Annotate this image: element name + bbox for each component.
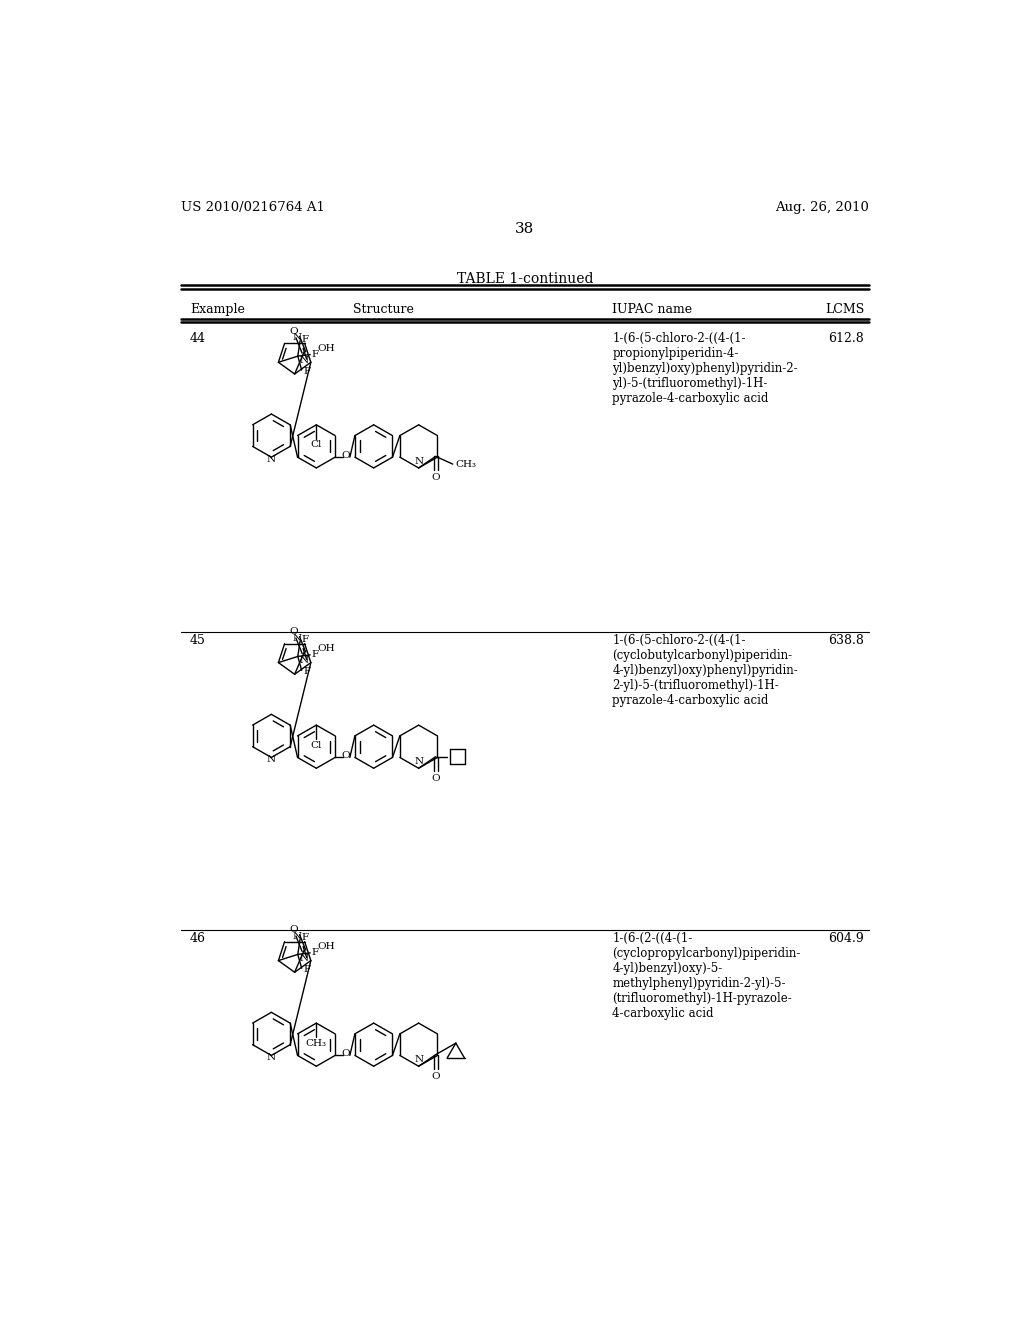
- Text: O: O: [290, 925, 298, 933]
- Text: O: O: [342, 1049, 350, 1059]
- Text: F: F: [302, 933, 309, 942]
- Text: O: O: [342, 451, 350, 461]
- Text: F: F: [303, 367, 310, 376]
- Text: O: O: [431, 774, 440, 783]
- Text: 604.9: 604.9: [828, 932, 864, 945]
- Text: F: F: [302, 335, 309, 343]
- Text: N: N: [267, 1053, 275, 1063]
- Text: Aug. 26, 2010: Aug. 26, 2010: [775, 201, 869, 214]
- Text: OH: OH: [317, 942, 336, 952]
- Text: N: N: [300, 355, 309, 364]
- Text: N: N: [267, 455, 275, 463]
- Text: N: N: [293, 634, 302, 643]
- Text: F: F: [303, 668, 310, 676]
- Text: OH: OH: [317, 644, 336, 653]
- Text: N: N: [293, 932, 302, 941]
- Text: IUPAC name: IUPAC name: [612, 304, 692, 317]
- Text: 46: 46: [190, 932, 206, 945]
- Text: Cl: Cl: [310, 741, 322, 750]
- Text: OH: OH: [317, 345, 336, 352]
- Text: Structure: Structure: [353, 304, 414, 317]
- Text: 1-(6-(5-chloro-2-((4-(1-
(cyclobutylcarbonyl)piperidin-
4-yl)benzyl)oxy)phenyl)p: 1-(6-(5-chloro-2-((4-(1- (cyclobutylcarb…: [612, 635, 798, 708]
- Text: N: N: [300, 656, 309, 665]
- Text: 45: 45: [190, 635, 206, 647]
- Text: N: N: [300, 954, 309, 964]
- Text: 44: 44: [190, 331, 206, 345]
- Text: LCMS: LCMS: [825, 304, 864, 317]
- Text: Example: Example: [190, 304, 245, 317]
- Text: CH₃: CH₃: [455, 459, 476, 469]
- Text: 612.8: 612.8: [828, 331, 864, 345]
- Text: N: N: [414, 1055, 423, 1064]
- Text: N: N: [293, 333, 302, 342]
- Text: N: N: [414, 457, 423, 466]
- Text: F: F: [311, 651, 318, 660]
- Text: US 2010/0216764 A1: US 2010/0216764 A1: [180, 201, 325, 214]
- Text: Cl: Cl: [310, 441, 322, 449]
- Text: TABLE 1-continued: TABLE 1-continued: [457, 272, 593, 286]
- Text: O: O: [431, 474, 440, 482]
- Text: N: N: [414, 756, 423, 766]
- Text: 1-(6-(5-chloro-2-((4-(1-
propionylpiperidin-4-
yl)benzyl)oxy)phenyl)pyridin-2-
y: 1-(6-(5-chloro-2-((4-(1- propionylpiperi…: [612, 331, 798, 405]
- Text: O: O: [290, 326, 298, 335]
- Text: N: N: [267, 755, 275, 764]
- Text: 1-(6-(2-((4-(1-
(cyclopropylcarbonyl)piperidin-
4-yl)benzyl)oxy)-5-
methylphenyl: 1-(6-(2-((4-(1- (cyclopropylcarbonyl)pip…: [612, 932, 801, 1020]
- Text: O: O: [342, 751, 350, 760]
- Text: F: F: [303, 965, 310, 974]
- Text: 638.8: 638.8: [828, 635, 864, 647]
- Text: 38: 38: [515, 222, 535, 235]
- Text: F: F: [311, 948, 318, 957]
- Text: O: O: [290, 627, 298, 636]
- Text: F: F: [311, 350, 318, 359]
- Text: O: O: [431, 1072, 440, 1081]
- Text: CH₃: CH₃: [306, 1039, 327, 1048]
- Text: F: F: [302, 635, 309, 644]
